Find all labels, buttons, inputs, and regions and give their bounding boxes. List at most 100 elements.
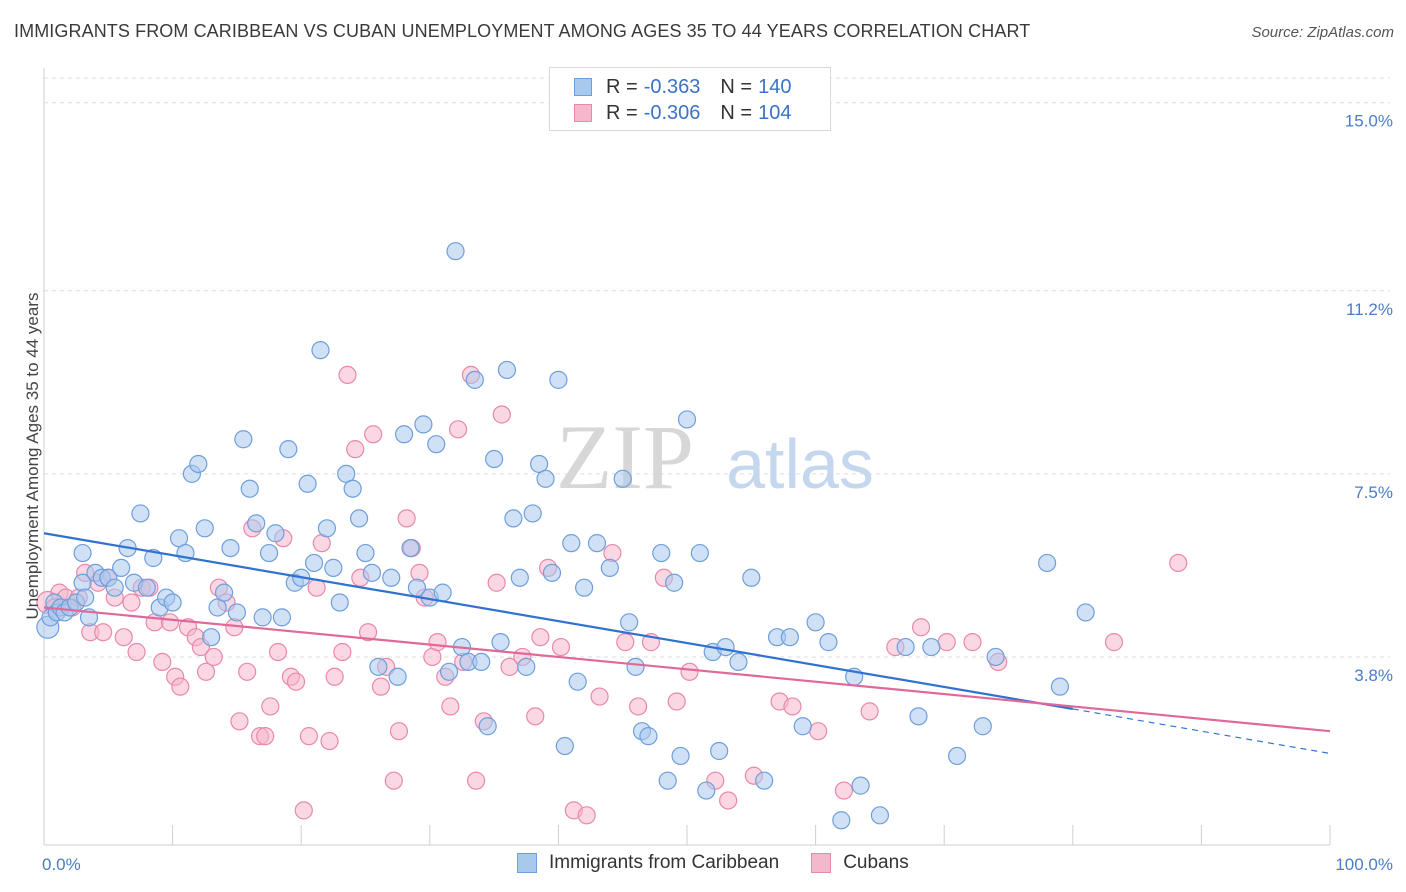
point-caribbean xyxy=(311,341,330,360)
bottom-legend-swatch-blue xyxy=(517,853,537,873)
point-cuban xyxy=(719,791,738,810)
point-cuban xyxy=(320,731,339,751)
point-caribbean xyxy=(414,415,433,434)
point-caribbean xyxy=(234,430,253,449)
point-cuban xyxy=(937,633,956,652)
point-cuban xyxy=(358,623,378,642)
watermark-zip: ZIP xyxy=(556,406,694,508)
point-caribbean xyxy=(549,370,568,389)
point-cuban xyxy=(590,687,609,706)
legend-r-value: -0.306 xyxy=(643,101,701,124)
point-caribbean xyxy=(523,504,542,523)
point-cuban xyxy=(294,801,313,820)
point-caribbean xyxy=(870,806,890,825)
point-cuban xyxy=(384,771,403,790)
trend-line-caribbean xyxy=(43,532,1073,711)
point-cuban xyxy=(389,722,409,741)
point-caribbean xyxy=(227,603,246,622)
point-caribbean xyxy=(388,667,407,686)
point-caribbean xyxy=(76,588,95,607)
bottom-legend-cubans: Cubans xyxy=(811,852,909,874)
legend-row-cubans: R = -0.306 N = 104 xyxy=(574,101,791,125)
point-caribbean xyxy=(112,558,131,577)
point-cuban xyxy=(860,702,879,721)
point-caribbean xyxy=(349,509,369,528)
point-cuban xyxy=(268,642,288,662)
point-caribbean xyxy=(922,637,941,657)
point-caribbean xyxy=(665,573,684,592)
bottom-legend: Immigrants from Caribbean Cubans xyxy=(517,852,941,874)
chart-title: IMMIGRANTS FROM CARIBBEAN VS CUBAN UNEMP… xyxy=(14,21,1031,41)
point-cuban xyxy=(333,642,352,662)
point-caribbean xyxy=(671,746,690,766)
point-cuban xyxy=(551,637,571,657)
point-caribbean xyxy=(272,608,292,627)
point-cuban xyxy=(410,563,429,582)
point-cuban xyxy=(261,697,280,716)
point-caribbean xyxy=(504,509,523,528)
point-caribbean xyxy=(909,707,928,726)
point-caribbean xyxy=(195,519,214,538)
point-caribbean xyxy=(202,628,221,647)
point-caribbean xyxy=(394,425,414,444)
point-caribbean xyxy=(793,717,812,736)
point-caribbean xyxy=(214,583,234,602)
point-caribbean xyxy=(716,637,735,657)
point-caribbean xyxy=(755,771,774,790)
point-caribbean xyxy=(652,543,671,563)
point-caribbean xyxy=(343,479,362,498)
point-caribbean xyxy=(1050,677,1070,696)
point-caribbean xyxy=(639,727,658,746)
point-caribbean xyxy=(986,647,1005,667)
point-cuban xyxy=(346,440,365,459)
x-tick-label: 0.0% xyxy=(42,855,81,874)
point-caribbean xyxy=(330,593,349,612)
point-caribbean xyxy=(517,657,536,676)
point-cuban xyxy=(531,628,550,647)
legend-n-value: 104 xyxy=(758,101,792,124)
point-cuban xyxy=(466,771,486,790)
point-caribbean xyxy=(369,657,388,676)
legend-r-label: R = xyxy=(606,101,638,124)
legend-swatch-blue xyxy=(574,78,592,96)
bottom-legend-swatch-pink xyxy=(811,853,832,873)
trend-line-cubans xyxy=(43,606,1331,733)
legend-r-value: -0.363 xyxy=(643,75,701,98)
point-caribbean xyxy=(362,563,382,582)
point-cuban xyxy=(577,806,596,825)
point-cuban xyxy=(371,677,391,696)
point-caribbean xyxy=(973,717,992,736)
trend-lines xyxy=(43,532,1331,755)
point-cuban xyxy=(364,425,383,444)
point-cuban xyxy=(963,633,982,652)
point-cuban xyxy=(428,633,447,652)
point-caribbean xyxy=(510,568,529,587)
point-caribbean xyxy=(690,543,709,563)
y-tick-label: 3.8% xyxy=(1354,666,1393,685)
legend-n-label: N = xyxy=(720,75,753,98)
point-cuban xyxy=(230,712,249,731)
point-caribbean xyxy=(1037,553,1057,573)
bottom-legend-label: Immigrants from Caribbean xyxy=(549,852,780,873)
axes xyxy=(43,68,1331,846)
point-caribbean xyxy=(491,633,510,652)
point-cuban xyxy=(809,722,828,741)
point-cuban xyxy=(616,633,635,652)
point-cuban xyxy=(299,727,319,746)
point-caribbean xyxy=(253,608,272,627)
point-caribbean xyxy=(401,538,420,558)
point-cuban xyxy=(911,618,931,637)
point-cuban xyxy=(1104,633,1124,652)
bottom-legend-caribbean: Immigrants from Caribbean xyxy=(517,852,779,874)
source-label: Source: ZipAtlas.com xyxy=(1251,24,1394,41)
point-cuban xyxy=(834,781,853,800)
point-caribbean xyxy=(697,781,716,800)
legend-swatch-pink xyxy=(574,104,592,122)
point-caribbean xyxy=(73,543,92,563)
data-points xyxy=(36,242,1188,830)
point-cuban xyxy=(448,420,468,439)
point-caribbean xyxy=(620,613,639,632)
point-caribbean xyxy=(832,811,851,830)
point-caribbean xyxy=(324,558,343,577)
point-caribbean xyxy=(575,578,594,597)
